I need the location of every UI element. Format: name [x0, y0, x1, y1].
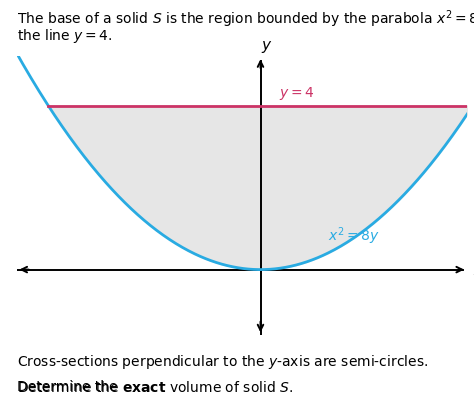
Text: $y = 4$: $y = 4$: [279, 85, 315, 101]
Text: Cross-sections perpendicular to the $y$-axis are semi-circles.: Cross-sections perpendicular to the $y$-…: [17, 352, 428, 370]
Text: Determine the: Determine the: [17, 380, 121, 393]
Text: $x^2 = 8y$: $x^2 = 8y$: [328, 225, 380, 246]
Text: Determine the $\mathbf{exact}$ volume of solid $S$.: Determine the $\mathbf{exact}$ volume of…: [17, 380, 293, 395]
Text: $x$: $x$: [473, 263, 474, 277]
Text: The base of a solid $S$ is the region bounded by the parabola $x^2 = 8y$ and: The base of a solid $S$ is the region bo…: [17, 8, 474, 30]
Text: $y$: $y$: [262, 39, 273, 55]
Text: the line $y = 4$.: the line $y = 4$.: [17, 27, 112, 45]
